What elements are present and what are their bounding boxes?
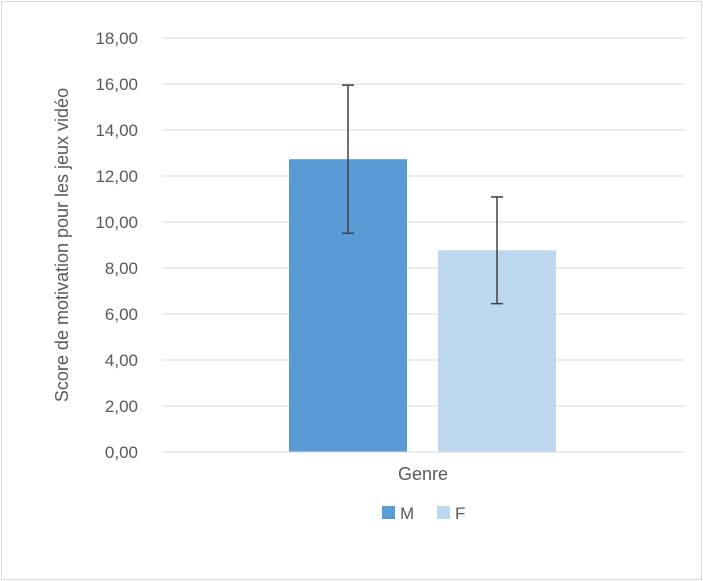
legend-item-m: M [382, 504, 414, 523]
y-tick-label: 12,00 [95, 167, 138, 186]
bars [289, 159, 556, 452]
legend-label: F [455, 504, 465, 523]
legend-swatch [437, 506, 450, 519]
y-tick-label: 4,00 [105, 351, 138, 370]
y-tick-label: 0,00 [105, 443, 138, 462]
error-bar-m [342, 84, 354, 235]
x-axis: Genre [162, 451, 684, 484]
y-axis-ticks: 0,00 2,00 4,00 6,00 8,00 10,00 12,00 14,00 16,00… [95, 29, 138, 462]
y-tick-label: 16,00 [95, 75, 138, 94]
y-tick-label: 14,00 [95, 121, 138, 140]
y-axis-title: Score de motivation pour les jeux vidéo [52, 88, 72, 402]
legend-item-f: F [437, 504, 465, 523]
legend-label: M [400, 504, 414, 523]
x-category-label: Genre [398, 464, 448, 484]
y-tick-label: 6,00 [105, 305, 138, 324]
gridlines [162, 37, 684, 453]
error-bars [342, 84, 503, 305]
y-tick-label: 10,00 [95, 213, 138, 232]
y-tick-label: 18,00 [95, 29, 138, 48]
y-tick-label: 2,00 [105, 397, 138, 416]
y-tick-label: 8,00 [105, 259, 138, 278]
legend-swatch [382, 506, 395, 519]
error-bar-f [491, 196, 503, 305]
